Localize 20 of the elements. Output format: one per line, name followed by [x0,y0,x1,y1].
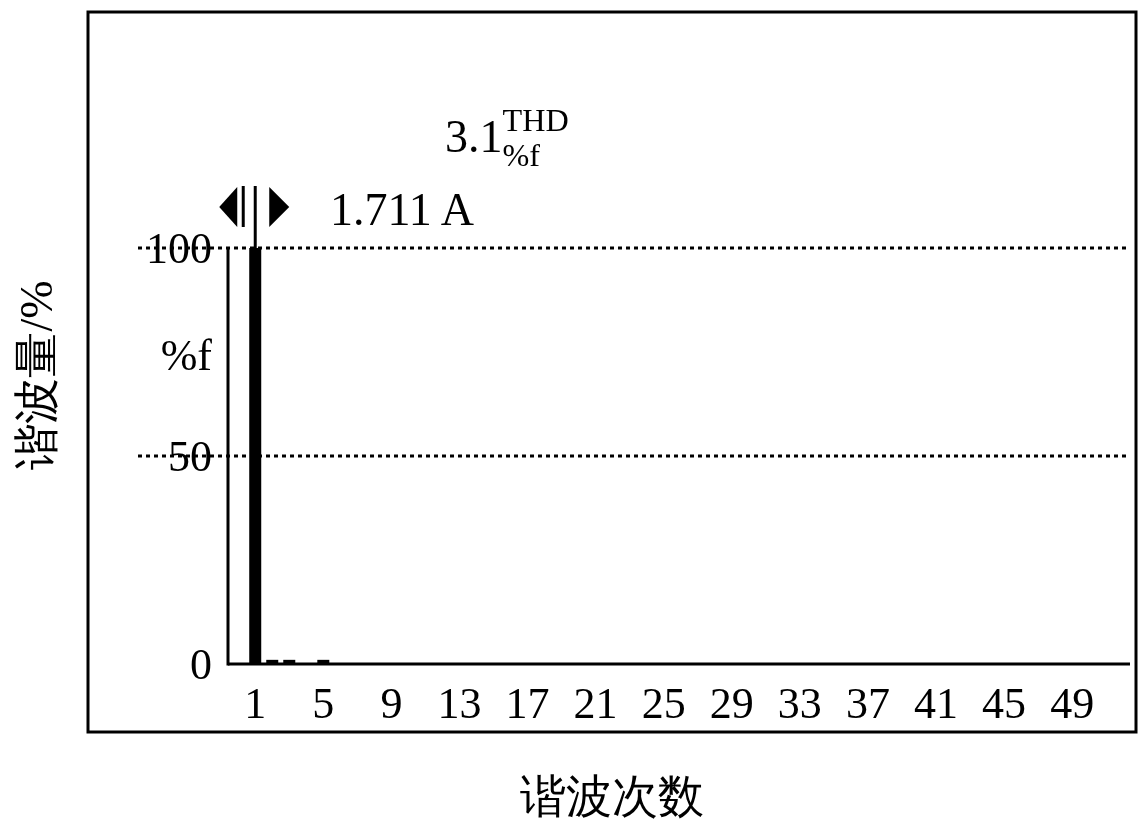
x-tick-label: 17 [505,679,550,728]
x-tick-label: 41 [913,679,958,728]
x-tick-label: 25 [641,679,686,728]
text: %f [160,331,213,380]
y-tick-label: 0 [190,639,212,689]
x-tick-label: 45 [982,679,1027,728]
x-tick-label: 21 [573,679,618,728]
text: 1.711 A [330,184,474,235]
y-tick-label: 50 [168,431,212,481]
x-tick-label: 49 [1050,679,1095,728]
x-tick-label: 37 [845,679,890,728]
x-tick-label: 1 [244,679,267,728]
y-tick-label: 100 [146,223,212,273]
y-axis-title: 谐波量/% [11,280,62,470]
x-tick-label: 9 [380,679,403,728]
x-tick-label: 13 [437,679,482,728]
x-tick-label: 33 [777,679,822,728]
x-tick-label: 29 [709,679,754,728]
x-tick-label: 5 [312,679,335,728]
x-axis-title: 谐波次数 [520,771,704,822]
